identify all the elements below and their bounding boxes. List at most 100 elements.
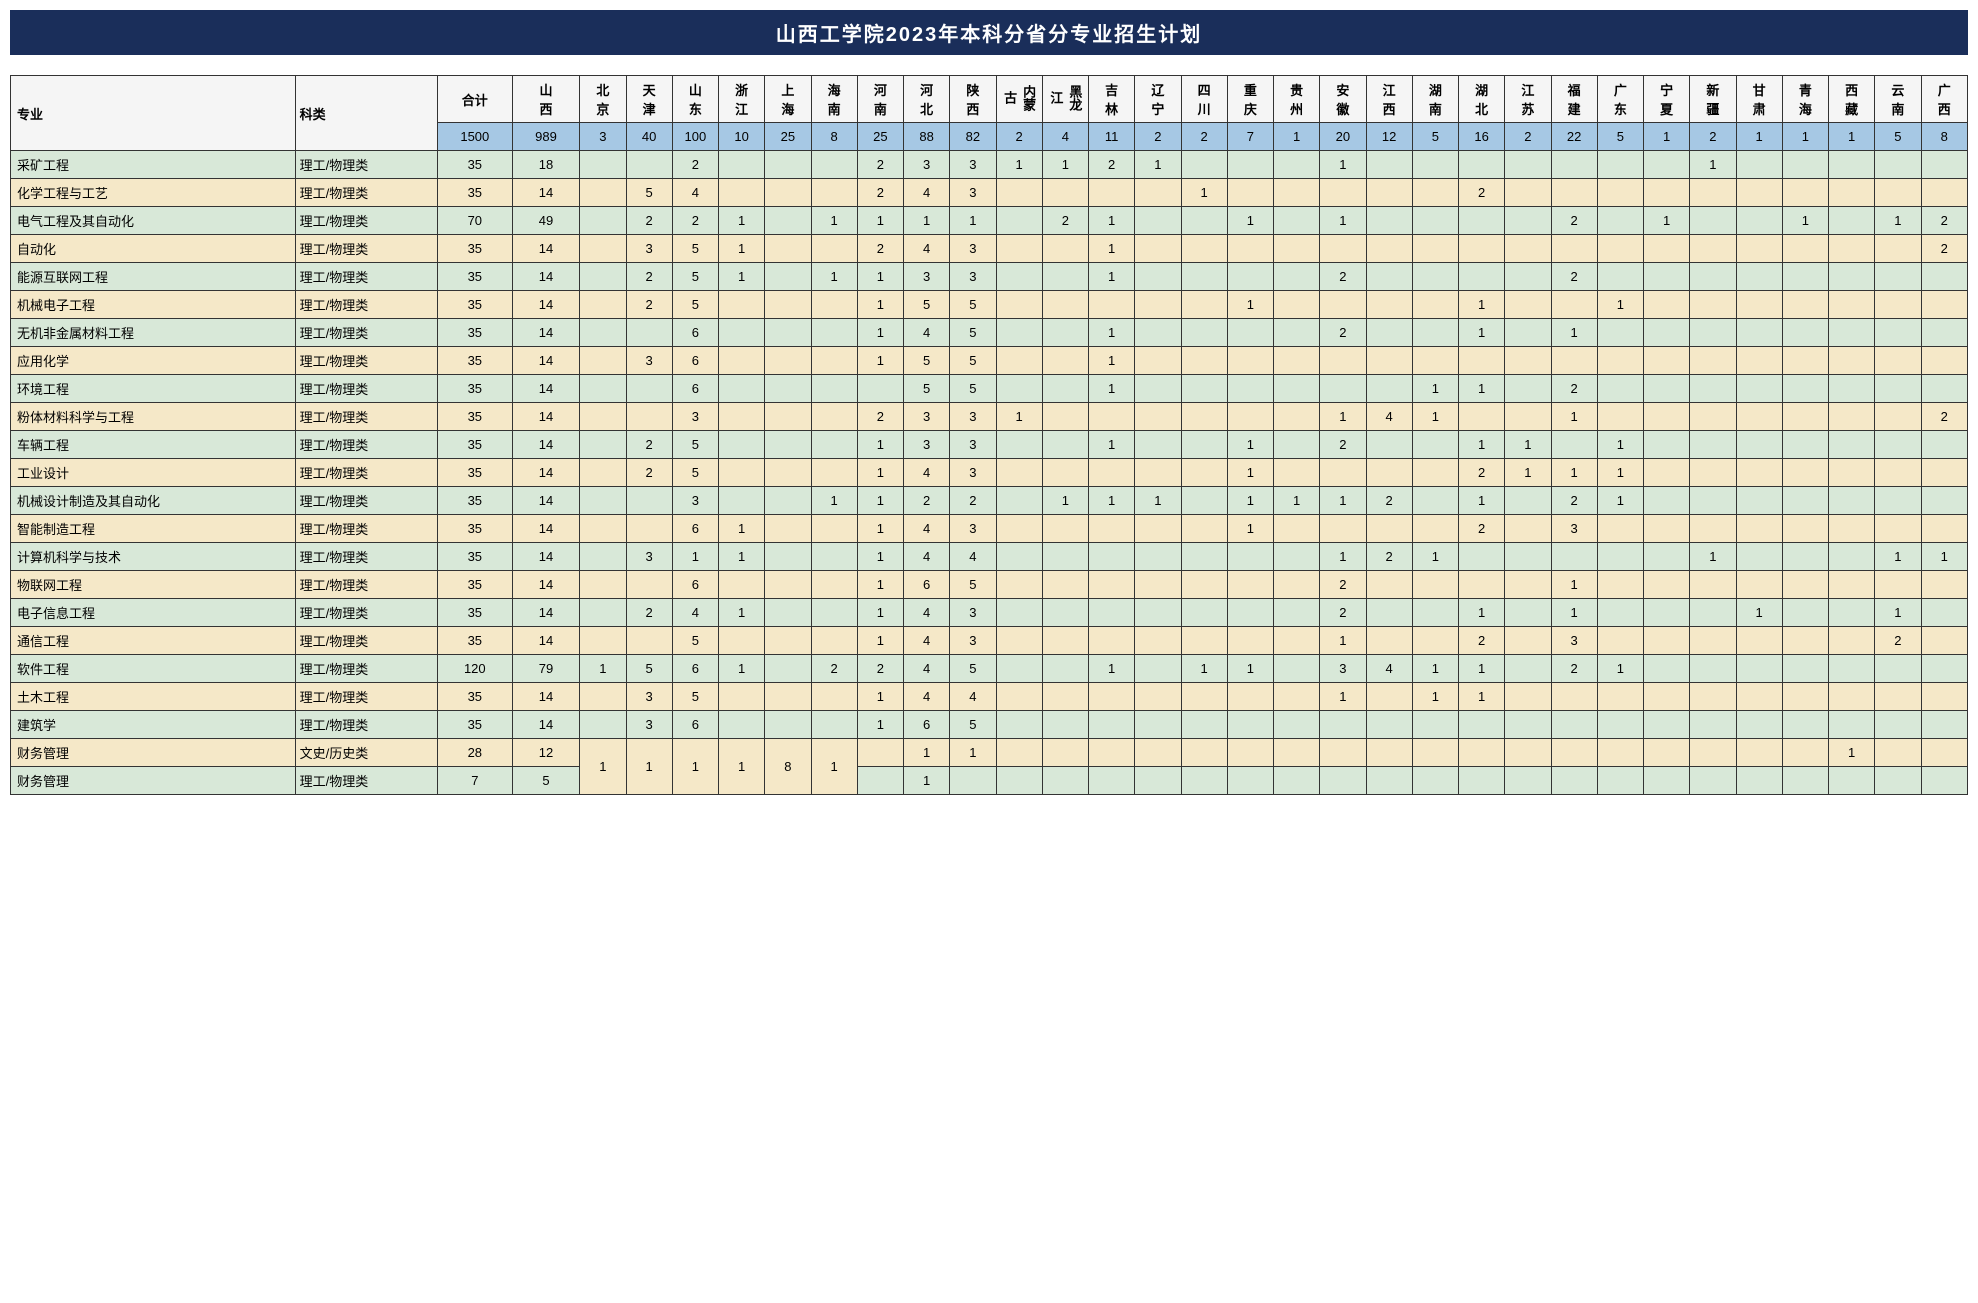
cell-value	[1366, 151, 1412, 179]
cell-total: 35	[437, 319, 512, 347]
cell-value: 6	[672, 319, 718, 347]
cell-value	[1412, 767, 1458, 795]
cell-value	[1597, 375, 1643, 403]
cell-value: 1	[1135, 151, 1181, 179]
cell-value	[1597, 543, 1643, 571]
cell-total: 120	[437, 655, 512, 683]
cell-value: 5	[950, 711, 996, 739]
cell-value	[1875, 319, 1921, 347]
cell-value: 1	[1875, 543, 1921, 571]
cell-value	[1690, 375, 1736, 403]
cell-value	[811, 431, 857, 459]
cell-value: 1	[1459, 431, 1505, 459]
cell-value	[1597, 235, 1643, 263]
cell-value: 2	[1459, 179, 1505, 207]
cell-value: 1	[857, 431, 903, 459]
cell-value	[1875, 487, 1921, 515]
cell-value	[811, 235, 857, 263]
cell-value	[1135, 263, 1181, 291]
cell-value: 1	[1320, 487, 1366, 515]
cell-total: 35	[437, 403, 512, 431]
cell-value	[1644, 739, 1690, 767]
header-province: 浙江	[719, 76, 765, 123]
cell-value	[1042, 235, 1088, 263]
header-province: 内蒙古	[996, 76, 1042, 123]
cell-value: 1	[1089, 263, 1135, 291]
cell-value: 2	[1366, 543, 1412, 571]
cell-value	[1829, 571, 1875, 599]
totals-cell: 4	[1042, 123, 1088, 151]
cell-value	[580, 375, 626, 403]
cell-value: 1	[719, 543, 765, 571]
cell-value	[1690, 487, 1736, 515]
cell-value	[580, 571, 626, 599]
header-major: 专业	[11, 76, 296, 151]
cell-value	[1829, 179, 1875, 207]
cell-value	[1320, 711, 1366, 739]
cell-value	[1042, 571, 1088, 599]
cell-value: 2	[1551, 487, 1597, 515]
cell-value: 49	[512, 207, 580, 235]
cell-value: 4	[904, 599, 950, 627]
cell-value	[1135, 571, 1181, 599]
cell-value: 1	[857, 207, 903, 235]
cell-value: 2	[1320, 319, 1366, 347]
cell-value	[1644, 599, 1690, 627]
cell-value: 1	[672, 739, 718, 795]
cell-value	[1042, 627, 1088, 655]
cell-value: 5	[904, 347, 950, 375]
cell-value	[1782, 543, 1828, 571]
cell-value: 1	[1597, 431, 1643, 459]
cell-value	[1089, 711, 1135, 739]
cell-value	[1366, 347, 1412, 375]
cell-value	[1274, 403, 1320, 431]
cell-value	[811, 375, 857, 403]
cell-value: 2	[1459, 459, 1505, 487]
cell-value	[1551, 711, 1597, 739]
cell-value	[1921, 431, 1967, 459]
cell-value: 14	[512, 319, 580, 347]
cell-value	[1690, 571, 1736, 599]
cell-value	[765, 571, 811, 599]
cell-value	[1412, 711, 1458, 739]
cell-value: 14	[512, 683, 580, 711]
cell-value: 3	[950, 151, 996, 179]
cell-value	[1412, 487, 1458, 515]
cell-type: 理工/物理类	[295, 319, 437, 347]
cell-value	[765, 515, 811, 543]
cell-major: 采矿工程	[11, 151, 296, 179]
cell-value: 1	[719, 655, 765, 683]
cell-total: 35	[437, 571, 512, 599]
cell-value	[1921, 683, 1967, 711]
cell-value	[1644, 571, 1690, 599]
cell-value: 1	[857, 711, 903, 739]
table-row: 应用化学理工/物理类3514361551	[11, 347, 1968, 375]
cell-value: 5	[512, 767, 580, 795]
table-row: 电气工程及其自动化理工/物理类70492211111211121112	[11, 207, 1968, 235]
cell-value: 3	[626, 711, 672, 739]
cell-value	[1459, 263, 1505, 291]
cell-value	[1320, 291, 1366, 319]
cell-value	[996, 627, 1042, 655]
cell-value	[1551, 767, 1597, 795]
cell-value: 3	[626, 683, 672, 711]
cell-value	[1089, 515, 1135, 543]
cell-value	[1921, 151, 1967, 179]
cell-value	[1227, 347, 1273, 375]
cell-value: 1	[1227, 459, 1273, 487]
cell-value: 3	[950, 627, 996, 655]
cell-type: 理工/物理类	[295, 599, 437, 627]
cell-value: 2	[672, 207, 718, 235]
cell-value	[1736, 375, 1782, 403]
cell-value	[1505, 207, 1551, 235]
cell-value: 1	[719, 207, 765, 235]
cell-value	[1505, 319, 1551, 347]
totals-cell: 5	[1875, 123, 1921, 151]
cell-value	[1181, 711, 1227, 739]
header-province: 天津	[626, 76, 672, 123]
cell-value	[1875, 403, 1921, 431]
cell-value	[811, 683, 857, 711]
cell-value	[1644, 235, 1690, 263]
cell-value	[1921, 767, 1967, 795]
cell-value	[765, 179, 811, 207]
